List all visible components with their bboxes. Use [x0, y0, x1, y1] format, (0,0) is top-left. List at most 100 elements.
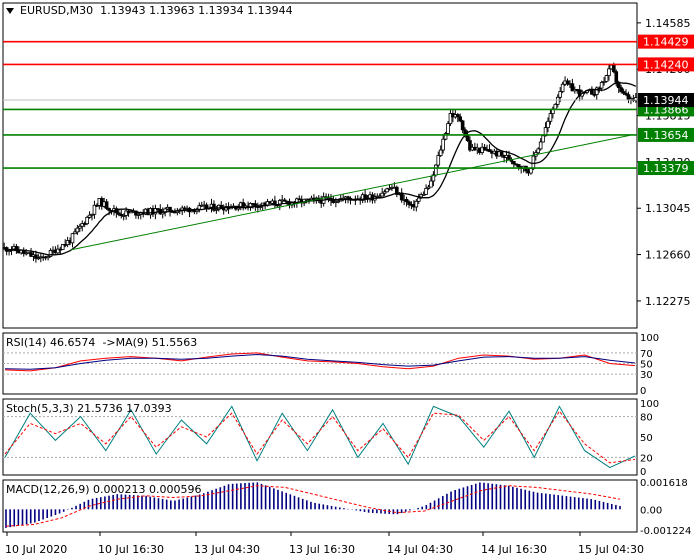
current-price-tag	[638, 93, 694, 108]
candle-body	[121, 215, 126, 217]
candle-body	[570, 83, 575, 92]
candle-body	[599, 82, 604, 89]
price-tick-label: 1.12660	[645, 249, 691, 262]
stoch-tick-label: 0	[640, 467, 646, 478]
candle-body	[277, 200, 282, 206]
time-axis-label: 15 Jul 04:30	[578, 543, 644, 556]
candle-body	[538, 141, 543, 150]
main-panel	[2, 2, 638, 329]
ohlc-values: 1.13943 1.13963 1.13934 1.13944	[100, 4, 293, 17]
candle-body	[541, 135, 545, 143]
time-axis-label: 10 Jul 16:30	[98, 543, 164, 556]
candle-body	[482, 146, 487, 150]
stoch-header: Stoch(5,3,3) 21.5736 17.0393	[6, 402, 172, 415]
candle-body	[336, 200, 341, 203]
candle-body	[395, 186, 399, 195]
candle-body	[87, 214, 92, 218]
candle-body	[529, 168, 533, 174]
macd-header: MACD(12,26,9) 0.000213 0.000596	[6, 483, 202, 496]
candle-body	[85, 216, 89, 225]
rsi-series-0-line	[4, 352, 636, 372]
candle-body	[156, 208, 160, 210]
macd-tick-label: 0.00	[640, 505, 662, 516]
stoch-series-1-line	[4, 410, 636, 464]
candle-body	[594, 87, 599, 95]
candle-body	[455, 114, 460, 118]
candle-body	[34, 254, 38, 259]
candle-body	[73, 231, 77, 235]
candle-body	[431, 174, 436, 182]
candle-body	[282, 199, 287, 202]
macd-signal-line	[5, 485, 621, 527]
candle-body	[448, 113, 453, 125]
current-price-label: 1.13944	[643, 94, 689, 107]
candle-body	[407, 201, 411, 205]
candle-body	[465, 134, 470, 141]
candle-body	[382, 191, 387, 194]
candle-body	[414, 200, 419, 208]
candle-body	[7, 250, 11, 252]
level-price-tag	[638, 57, 694, 72]
candle-body	[346, 196, 350, 199]
candle-body	[70, 233, 75, 244]
candle-body	[543, 127, 548, 137]
candle-body	[507, 154, 511, 160]
rsi-title: RSI(14) 46.6574	[6, 336, 96, 349]
stoch-tick-label: 50	[640, 433, 653, 444]
candle-body	[536, 148, 541, 154]
collapse-triangle-icon[interactable]	[6, 8, 14, 14]
macd-tick-label: 0.001618	[640, 478, 688, 489]
candle-body	[117, 212, 121, 215]
candle-body	[607, 68, 611, 76]
rsi-tick-label: 30	[640, 370, 653, 381]
candle-body	[499, 151, 504, 156]
candle-body	[604, 75, 609, 82]
candle-body	[565, 80, 570, 85]
rsi-tick-label: 100	[640, 333, 659, 344]
candle-body	[590, 89, 594, 95]
candle-body	[214, 208, 219, 211]
candle-body	[446, 123, 450, 134]
candle-body	[104, 201, 109, 209]
symbol-label: EURUSD,M30	[20, 4, 94, 17]
stoch-title: Stoch(5,3,3) 21.5736 17.0393	[6, 402, 172, 415]
candle-body	[443, 133, 448, 140]
macd-tick-label: -0.001224	[640, 526, 691, 537]
level-price-label: 1.13654	[643, 129, 689, 142]
candle-body	[404, 198, 409, 203]
candle-body	[136, 213, 141, 216]
candle-body	[60, 244, 65, 250]
candle-body	[212, 203, 216, 211]
rsi-tick-label: 70	[640, 349, 653, 360]
rsi-series-1-line	[4, 353, 636, 370]
candle-body	[458, 116, 463, 122]
candle-body	[36, 257, 41, 260]
stoch-tick-label: 100	[640, 399, 659, 410]
candle-body	[602, 80, 606, 83]
candle-body	[531, 155, 536, 170]
time-axis-label: 13 Jul 16:30	[289, 543, 355, 556]
candle-body	[385, 188, 389, 193]
rsi-signal-label: ->MA(9) 51.5563	[102, 336, 198, 349]
main-header: EURUSD,M30 1.13943 1.13963 1.13934 1.139…	[20, 4, 293, 17]
candle-body	[56, 248, 60, 254]
candle-body	[436, 155, 441, 166]
time-axis-label: 10 Jul 2020	[5, 543, 67, 556]
candle-body	[416, 197, 421, 202]
rsi-tick-label: 0	[640, 386, 646, 397]
candle-body	[548, 113, 553, 122]
candle-body	[153, 208, 158, 215]
candle-body	[621, 91, 626, 94]
candle-body	[614, 71, 619, 83]
level-price-tag	[638, 34, 694, 49]
candle-body	[438, 149, 443, 156]
candle-body	[429, 180, 433, 188]
level-price-label: 1.13379	[643, 162, 689, 175]
candle-body	[558, 91, 562, 98]
candle-body	[78, 225, 82, 229]
candle-body	[553, 103, 558, 110]
candle-body	[90, 213, 94, 216]
price-tick-label: 1.13045	[645, 202, 691, 215]
candle-body	[480, 146, 484, 153]
